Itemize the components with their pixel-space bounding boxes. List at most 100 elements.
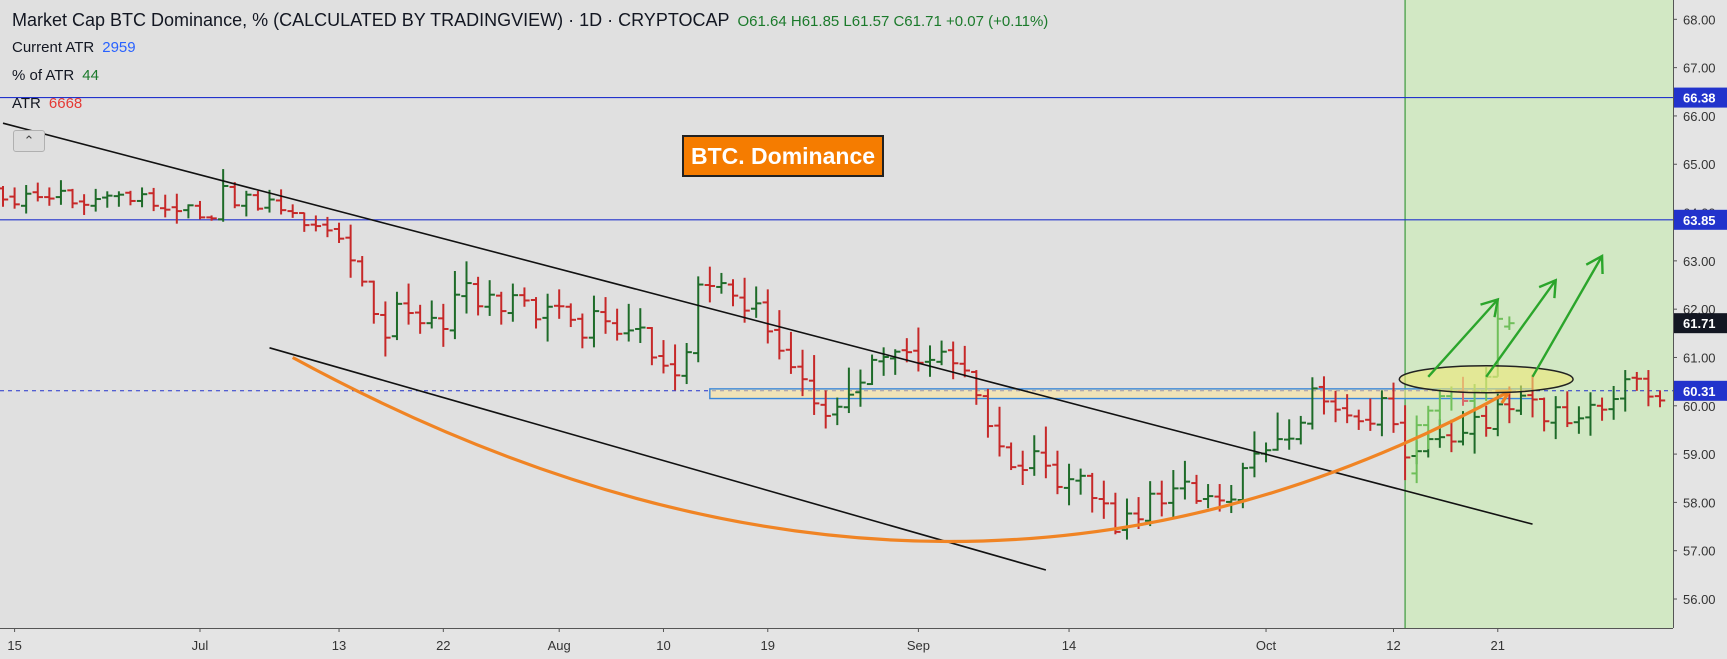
ohlc-bar[interactable] xyxy=(820,390,831,429)
ohlc-bar[interactable] xyxy=(971,370,982,405)
ohlc-bar[interactable] xyxy=(1365,398,1376,431)
ohlc-bar[interactable] xyxy=(32,182,43,202)
ohlc-bar[interactable] xyxy=(345,224,356,278)
ohlc-bar[interactable] xyxy=(1469,406,1480,454)
time-scale[interactable] xyxy=(0,628,1727,659)
ohlc-bar[interactable] xyxy=(252,190,264,211)
ohlc-bar[interactable] xyxy=(924,345,936,377)
ohlc-bar[interactable] xyxy=(356,256,368,287)
ohlc-bar[interactable] xyxy=(472,276,484,316)
ohlc-bar[interactable] xyxy=(623,303,634,342)
ohlc-bar[interactable] xyxy=(1272,412,1283,451)
ohlc-bar[interactable] xyxy=(1376,390,1388,437)
ohlc-bar[interactable] xyxy=(403,283,414,325)
ohlc-bar[interactable] xyxy=(380,301,391,357)
ohlc-bar[interactable] xyxy=(959,345,970,378)
ohlc-bar[interactable] xyxy=(438,303,449,347)
ohlc-bar[interactable] xyxy=(843,367,855,414)
collapse-legend-button[interactable]: ⌃ xyxy=(13,130,45,152)
ohlc-bar[interactable] xyxy=(519,287,530,307)
ohlc-bar[interactable] xyxy=(484,280,495,316)
ohlc-bar[interactable] xyxy=(1144,481,1156,527)
ohlc-bar[interactable] xyxy=(1388,382,1399,433)
ohlc-bar[interactable] xyxy=(635,308,646,343)
target-arrow[interactable] xyxy=(1485,278,1558,378)
ohlc-bar[interactable] xyxy=(1040,426,1052,479)
ohlc-bar[interactable] xyxy=(414,304,426,334)
ohlc-bar[interactable] xyxy=(125,190,136,206)
ohlc-bar[interactable] xyxy=(577,313,588,349)
ohlc-bar[interactable] xyxy=(1643,370,1654,407)
ohlc-bar[interactable] xyxy=(241,190,252,217)
target-arrow[interactable] xyxy=(1531,254,1604,378)
forecast-bar[interactable] xyxy=(1411,415,1422,484)
ohlc-bar[interactable] xyxy=(611,308,623,341)
ohlc-bar[interactable] xyxy=(542,293,553,342)
ohlc-bar[interactable] xyxy=(982,388,994,438)
ohlc-bar[interactable] xyxy=(391,291,403,341)
ohlc-bar[interactable] xyxy=(936,340,947,366)
ohlc-bar[interactable] xyxy=(1168,470,1179,519)
ohlc-bar[interactable] xyxy=(1538,397,1550,432)
ohlc-bar[interactable] xyxy=(507,283,519,322)
ohlc-bar[interactable] xyxy=(1191,474,1202,504)
ohlc-bar[interactable] xyxy=(797,349,808,397)
ohlc-bar[interactable] xyxy=(1226,485,1237,514)
ohlc-bar[interactable] xyxy=(206,215,217,221)
ohlc-bar[interactable] xyxy=(1179,460,1191,500)
ohlc-bar[interactable] xyxy=(1249,431,1260,478)
price-label[interactable]: 63.85 xyxy=(1683,213,1716,228)
ohlc-bar[interactable] xyxy=(90,188,101,212)
ohlc-bar[interactable] xyxy=(1075,468,1086,495)
ohlc-bar[interactable] xyxy=(658,340,669,374)
ohlc-bar[interactable] xyxy=(1202,484,1214,509)
ohlc-bar[interactable] xyxy=(1330,390,1341,423)
indicator-row-current-atr[interactable]: Current ATR 2959 xyxy=(12,39,1048,59)
ohlc-bar[interactable] xyxy=(1596,397,1608,421)
ohlc-bar[interactable] xyxy=(681,342,692,385)
ohlc-bar[interactable] xyxy=(461,261,472,314)
ohlc-bar[interactable] xyxy=(310,215,322,232)
ohlc-bar[interactable] xyxy=(426,300,437,329)
ohlc-bar[interactable] xyxy=(333,222,345,243)
ohlc-bar[interactable] xyxy=(1295,415,1307,445)
ohlc-bar[interactable] xyxy=(1550,396,1561,440)
ohlc-bar[interactable] xyxy=(1585,392,1596,436)
ohlc-bar[interactable] xyxy=(496,291,507,325)
ohlc-bar[interactable] xyxy=(785,331,797,374)
ohlc-bar[interactable] xyxy=(20,185,32,214)
ohlc-bar[interactable] xyxy=(322,216,333,238)
ohlc-bar[interactable] xyxy=(704,266,716,303)
ohlc-bar[interactable] xyxy=(287,204,298,218)
ohlc-bar[interactable] xyxy=(183,204,194,219)
ohlc-bar[interactable] xyxy=(67,188,78,209)
indicator-row-atr[interactable]: ATR 6668 xyxy=(12,95,1048,115)
ohlc-bar[interactable] xyxy=(669,344,681,391)
forecast-bar[interactable] xyxy=(1423,405,1434,450)
ohlc-bar[interactable] xyxy=(716,272,727,294)
forecast-bar[interactable] xyxy=(1434,388,1446,426)
ohlc-bar[interactable] xyxy=(1005,442,1017,471)
price-label[interactable]: 66.38 xyxy=(1683,91,1716,106)
ohlc-bar[interactable] xyxy=(217,169,229,222)
indicator-row-percent-atr[interactable]: % of ATR 44 xyxy=(12,67,1048,87)
ohlc-bar[interactable] xyxy=(102,191,113,208)
ohlc-bar[interactable] xyxy=(530,297,542,329)
ohlc-bar[interactable] xyxy=(229,182,240,209)
ohlc-bar[interactable] xyxy=(1608,385,1619,420)
ohlc-bar[interactable] xyxy=(1318,376,1330,415)
ohlc-bar[interactable] xyxy=(449,271,461,340)
ohlc-bar[interactable] xyxy=(171,193,183,224)
forecast-bar[interactable] xyxy=(1504,316,1515,330)
symbol-title[interactable]: Market Cap BTC Dominance, % (CALCULATED … xyxy=(12,10,730,30)
ohlc-bar[interactable] xyxy=(1063,463,1075,506)
ohlc-bar[interactable] xyxy=(739,277,750,323)
ohlc-bar[interactable] xyxy=(1283,419,1295,450)
ohlc-bar[interactable] xyxy=(1098,480,1110,519)
ohlc-bar[interactable] xyxy=(1631,371,1643,391)
ohlc-bar[interactable] xyxy=(0,185,9,207)
price-label[interactable]: 61.71 xyxy=(1683,316,1716,331)
ohlc-bar[interactable] xyxy=(901,338,913,363)
ohlc-bar[interactable] xyxy=(727,279,739,307)
